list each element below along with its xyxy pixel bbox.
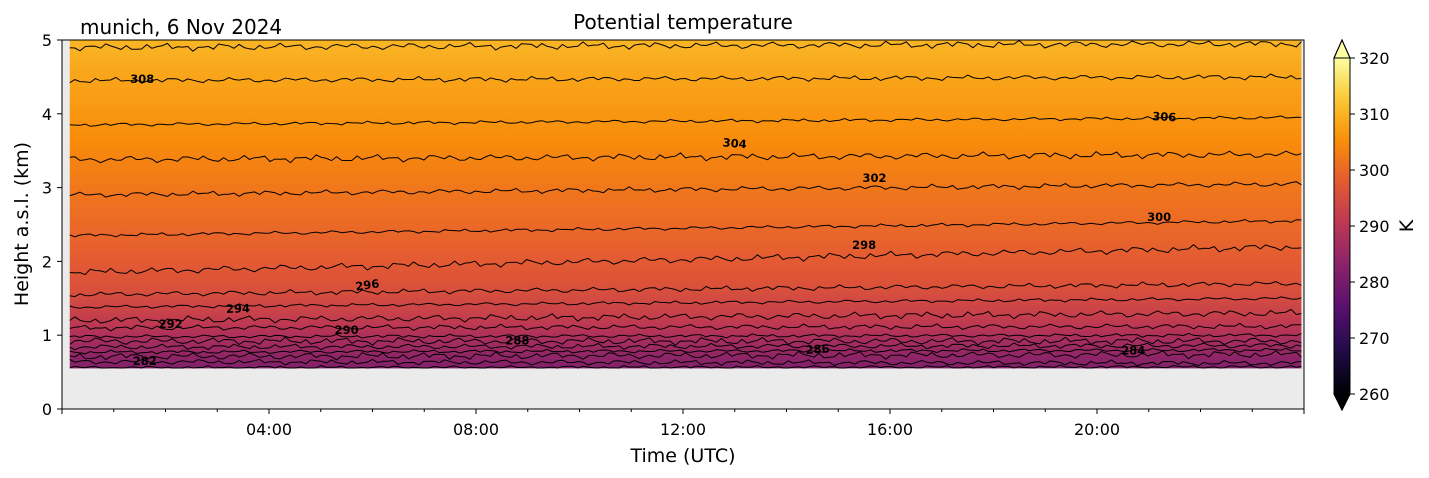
y-axis-ticks: 0 1 2 3 4 5	[42, 31, 62, 419]
y-axis-label: Height a.s.l. (km)	[11, 142, 33, 306]
contour-label: 282	[133, 354, 157, 368]
y-tick-label: 3	[42, 179, 52, 198]
contour-line-284	[69, 350, 1302, 361]
contour-line-287	[69, 336, 1302, 346]
contour-line-298	[69, 244, 1302, 276]
colorbar-tick-label: 280	[1359, 273, 1390, 292]
contour-line-300	[69, 219, 1302, 238]
contour-line-283	[69, 358, 1302, 367]
contour-line-304	[69, 150, 1302, 164]
contour-line-306	[69, 115, 1302, 127]
colorbar: 260 270 280 290 300 310 320 K	[1333, 38, 1418, 412]
contour-label: 300	[1147, 210, 1171, 224]
contour-lines	[69, 40, 1302, 369]
colorbar-tick-label: 270	[1359, 329, 1390, 348]
x-axis-label: Time (UTC)	[629, 445, 735, 467]
contour-label: 298	[852, 238, 876, 252]
contour-label: 288	[505, 333, 529, 347]
contour-label: 290	[335, 323, 359, 337]
colorbar-tick-label: 310	[1359, 105, 1390, 124]
potential-temperature-field	[69, 40, 1302, 369]
contour-line-290	[69, 322, 1302, 332]
contour-label: 296	[354, 276, 380, 293]
contour-label: 294	[226, 301, 250, 316]
colorbar-extend-min	[1333, 393, 1351, 412]
colorbar-tick-label: 260	[1359, 385, 1390, 404]
contour-label: 284	[1121, 344, 1145, 358]
contour-label: 304	[722, 135, 747, 151]
contour-line-308	[69, 73, 1302, 84]
y-tick-label: 5	[42, 31, 52, 50]
contour-label: 292	[159, 317, 183, 331]
colorbar-ticks: 260 270 280 290 300 310 320	[1350, 49, 1390, 404]
colorbar-extend-max	[1333, 38, 1351, 59]
contour-line-302	[69, 181, 1302, 198]
y-tick-label: 1	[42, 326, 52, 345]
contour-label: 308	[130, 72, 154, 86]
chart-title: Potential temperature	[573, 10, 793, 34]
contour-line-282	[69, 364, 1302, 369]
contour-label: 286	[805, 342, 830, 357]
colorbar-tick-label: 290	[1359, 217, 1390, 236]
x-tick-label: 04:00	[246, 420, 292, 439]
contour-line-292	[69, 308, 1302, 325]
colorbar-scale	[1334, 58, 1350, 394]
contour-labels: 282 284 286 288 290 292 294 296 298 300 302 304 306 3…	[130, 72, 1176, 368]
y-tick-label: 2	[42, 252, 52, 271]
colorbar-label: K	[1396, 219, 1418, 232]
y-tick-label: 0	[42, 400, 52, 419]
contour-line-285	[69, 347, 1302, 355]
x-tick-label: 20:00	[1074, 420, 1120, 439]
contour-label: 306	[1152, 109, 1177, 124]
plot-area: 282 284 286 288 290 292 294 296 298 300 302 304 306 3…	[69, 40, 1302, 369]
contour-line-310	[69, 40, 1302, 52]
contour-label: 302	[862, 171, 886, 185]
contour-line-294	[69, 296, 1302, 309]
x-tick-label: 16:00	[867, 420, 913, 439]
x-tick-label: 08:00	[453, 420, 499, 439]
x-axis-ticks: 04:00 08:00 12:00 16:00 20:00	[61, 409, 1305, 439]
colorbar-tick-label: 320	[1359, 49, 1390, 68]
chart-subtitle: munich, 6 Nov 2024	[80, 15, 282, 39]
contour-line-288	[69, 332, 1302, 339]
contour-line-286	[69, 342, 1302, 351]
y-tick-label: 4	[42, 105, 52, 124]
colorbar-tick-label: 300	[1359, 161, 1390, 180]
x-tick-label: 12:00	[660, 420, 706, 439]
contour-line-296	[69, 281, 1302, 298]
